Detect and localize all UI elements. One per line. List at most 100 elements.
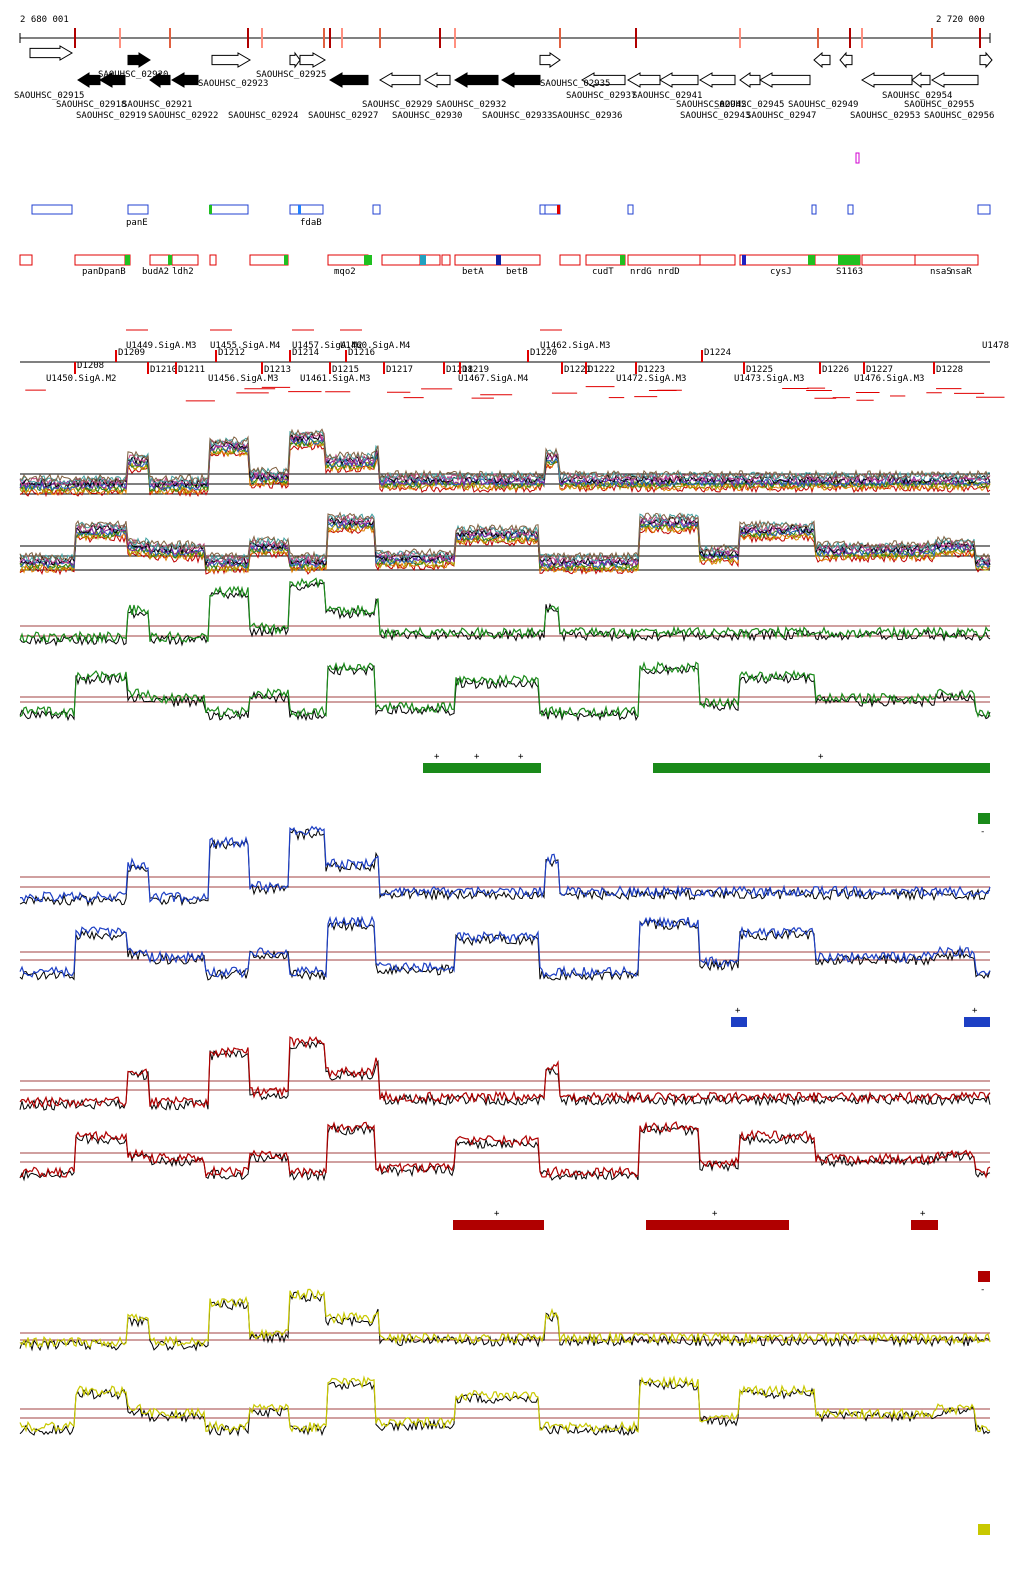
gene-arrow[interactable]: [931, 72, 979, 88]
red-feature-box[interactable]: [454, 254, 499, 266]
feature-mark: [742, 255, 746, 265]
gene-arrow[interactable]: [77, 72, 101, 88]
segment-label: D1225: [746, 365, 773, 375]
segment-label: D1209: [118, 348, 145, 358]
feature-mark: [284, 255, 288, 265]
gene-arrow[interactable]: [861, 72, 913, 88]
condition-bar[interactable]: [731, 1017, 747, 1027]
blue-feature-box[interactable]: [209, 204, 249, 215]
red-feature-box[interactable]: [441, 254, 451, 266]
red-feature-box[interactable]: [627, 254, 701, 266]
segment-label: D1223: [638, 365, 665, 375]
blue-feature-box[interactable]: [539, 204, 546, 215]
blue-feature-box[interactable]: [372, 204, 381, 215]
red-feature-box[interactable]: [209, 254, 217, 266]
red-feature-box[interactable]: [74, 254, 126, 266]
gene-arrow[interactable]: [839, 51, 853, 69]
condition-bar[interactable]: [646, 1220, 789, 1230]
gene-arrow[interactable]: [211, 52, 251, 68]
blue-feature-box[interactable]: [811, 204, 817, 215]
gene-arrow[interactable]: [289, 51, 301, 69]
gene-arrow[interactable]: [739, 72, 761, 88]
blue-feature-box[interactable]: [627, 204, 634, 215]
gene-label: SAOUHSC_02921: [122, 100, 192, 110]
gene-arrow[interactable]: [329, 72, 369, 88]
blue-feature-box[interactable]: [847, 204, 854, 215]
red-feature-box[interactable]: [381, 254, 421, 266]
red-feature-box[interactable]: [699, 254, 736, 266]
red-feature-box[interactable]: [327, 254, 369, 266]
red-feature-box[interactable]: [739, 254, 816, 266]
gene-name: S1163: [836, 267, 863, 277]
promoter-label: U1478: [982, 341, 1009, 351]
gene-label: SAOUHSC_02936: [552, 111, 622, 121]
feature-mark: [125, 255, 130, 265]
gene-arrow[interactable]: [699, 72, 736, 88]
promoter-label: U1472.SigA.M3: [616, 374, 686, 384]
gene-label: SAOUHSC_02942: [676, 100, 746, 110]
gene-arrow[interactable]: [171, 72, 199, 88]
gene-arrow[interactable]: [979, 51, 993, 69]
signal-line: [19, 1288, 991, 1349]
gene-label: SAOUHSC_02955: [904, 100, 974, 110]
condition-bar[interactable]: [453, 1220, 544, 1230]
gene-arrow[interactable]: [454, 72, 499, 88]
red-feature-box[interactable]: [559, 254, 581, 266]
gene-arrow[interactable]: [379, 72, 421, 88]
gene-arrow[interactable]: [424, 72, 451, 88]
gene-arrow[interactable]: [759, 72, 811, 88]
gene-arrow[interactable]: [581, 72, 626, 88]
segment-label: D1227: [866, 365, 893, 375]
gene-arrow[interactable]: [99, 72, 126, 88]
condition-bar[interactable]: [653, 763, 990, 773]
blue-feature-box[interactable]: [127, 204, 149, 215]
red-feature-box[interactable]: [19, 254, 33, 266]
red-feature-box[interactable]: [149, 254, 171, 266]
signal-line: [19, 511, 991, 562]
gene-name: nrdD: [658, 267, 680, 277]
condition-bar[interactable]: [964, 1017, 990, 1027]
red-feature-box[interactable]: [914, 254, 979, 266]
gene-label: SAOUHSC_02956: [924, 111, 994, 121]
gene-arrow[interactable]: [659, 72, 699, 88]
gene-arrow[interactable]: [627, 72, 661, 88]
red-feature-box[interactable]: [585, 254, 626, 266]
feature-mark: [496, 255, 501, 265]
gene-label: SAOUHSC_02930: [392, 111, 462, 121]
gene-arrow[interactable]: [813, 51, 831, 69]
gene-arrow[interactable]: [149, 72, 171, 88]
gene-arrow[interactable]: [29, 45, 73, 61]
blue-feature-box[interactable]: [31, 204, 73, 215]
gene-arrow[interactable]: [501, 72, 541, 88]
plus-marker: +: [494, 1209, 500, 1219]
gene-name: nrdG: [630, 267, 652, 277]
plus-marker: +: [434, 752, 440, 762]
gene-arrow[interactable]: [539, 52, 561, 68]
gene-name: betB: [506, 267, 528, 277]
condition-bar[interactable]: [423, 763, 541, 773]
blue-feature-box[interactable]: [977, 204, 991, 215]
gene-label: SAOUHSC_02929: [362, 100, 432, 110]
gene-label: SAOUHSC_02918: [56, 100, 126, 110]
segment-label: D1220: [530, 348, 557, 358]
signal-line: [19, 435, 991, 492]
blue-feature-box[interactable]: [299, 204, 324, 215]
gene-arrow[interactable]: [127, 52, 151, 68]
red-feature-box[interactable]: [861, 254, 916, 266]
gene-arrow[interactable]: [299, 52, 326, 68]
red-feature-box[interactable]: [171, 254, 199, 266]
promoter-label: U1455.SigA.M4: [210, 341, 280, 351]
gene-label: SAOUHSC_02932: [436, 100, 506, 110]
feature-mark: [168, 255, 172, 265]
gene-arrow[interactable]: [911, 71, 931, 89]
gene-label: SAOUHSC_02919: [76, 111, 146, 121]
promoter-label: U1462.SigA.M3: [540, 341, 610, 351]
feature-mark: [420, 255, 426, 265]
gene-name-track: panD panB budA2 ldh2 mqo2 betA betB cudT nrdG nrd…: [82, 267, 972, 277]
red-feature-box[interactable]: [497, 254, 541, 266]
condition-bar[interactable]: [911, 1220, 938, 1230]
feature-mark: [838, 255, 848, 265]
red-feature-box[interactable]: [249, 254, 289, 266]
plus-marker: +: [518, 752, 524, 762]
plus-marker: +: [920, 1209, 926, 1219]
